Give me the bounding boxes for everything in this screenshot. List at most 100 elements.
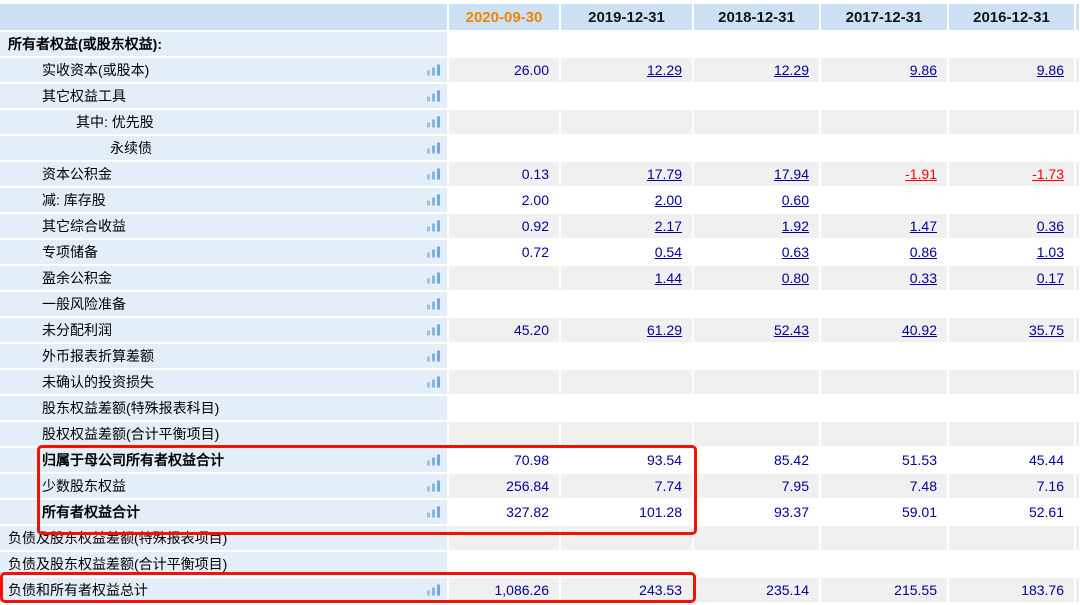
row-label: 负债及股东权益差额(特殊报表项目) xyxy=(8,530,228,546)
bar-chart-icon[interactable] xyxy=(426,298,441,311)
table-row: 专项储备 0.72 0.54 0.63 0.86 1.03 xyxy=(0,239,1080,266)
value-cell: 35.75 xyxy=(948,317,1076,344)
value-cell: 17.94 xyxy=(693,161,821,188)
table-row: 盈余公积金 1.44 0.80 0.33 0.17 xyxy=(0,265,1080,292)
value-text: 327.82 xyxy=(506,504,549,520)
value-link[interactable]: 0.33 xyxy=(909,270,937,286)
value-link[interactable]: 1.92 xyxy=(781,218,809,234)
value-link[interactable]: -1.91 xyxy=(905,166,937,182)
value-cell: 7.95 xyxy=(693,473,821,500)
value-link[interactable]: 1.44 xyxy=(654,270,682,286)
value-text: 183.76 xyxy=(1021,582,1064,598)
bar-chart-icon[interactable] xyxy=(426,324,441,337)
value-link[interactable]: 0.54 xyxy=(654,244,682,260)
bar-chart-icon[interactable] xyxy=(426,480,441,493)
value-link[interactable]: 0.36 xyxy=(1036,218,1064,234)
bar-chart-icon[interactable] xyxy=(426,168,441,181)
value-cell: 61.29 xyxy=(560,317,694,344)
bar-chart-icon[interactable] xyxy=(426,350,441,363)
value-text: 1,086.26 xyxy=(494,582,550,598)
value-cell: 0.92 xyxy=(448,213,561,240)
value-cell: 0.72 xyxy=(448,239,561,266)
value-link[interactable]: 1.47 xyxy=(909,218,937,234)
value-cell xyxy=(560,135,694,162)
value-cell: 1.92 xyxy=(693,213,821,240)
table-row: 实收资本(或股本) 26.00 12.29 12.29 9.86 9.86 xyxy=(0,57,1080,84)
value-cell: 7.74 xyxy=(560,473,694,500)
value-link[interactable]: 0.86 xyxy=(909,244,937,260)
bar-chart-icon[interactable] xyxy=(426,246,441,259)
table-row: 一般风险准备 xyxy=(0,291,1080,318)
bar-chart-icon[interactable] xyxy=(426,454,441,467)
value-link[interactable]: 9.86 xyxy=(909,62,937,78)
column-header-date-current: 2020-09-30 xyxy=(448,4,561,32)
value-link[interactable]: 9.86 xyxy=(1036,62,1064,78)
value-link[interactable]: 40.92 xyxy=(901,322,937,338)
value-cell: 26.00 xyxy=(448,57,561,84)
value-link[interactable]: 61.29 xyxy=(646,322,682,338)
value-link[interactable]: 52.43 xyxy=(773,322,809,338)
value-link[interactable]: 0.80 xyxy=(781,270,809,286)
value-link[interactable]: 12.29 xyxy=(773,62,809,78)
value-link[interactable]: -1.73 xyxy=(1032,166,1064,182)
partial-column-cell xyxy=(1075,395,1080,422)
value-cell xyxy=(693,343,821,370)
partial-column-cell xyxy=(1075,499,1080,526)
partial-column-cell xyxy=(1075,109,1080,136)
bar-chart-icon[interactable] xyxy=(426,506,441,519)
value-cell: 1,086.26 xyxy=(448,577,561,604)
value-cell: 2.17 xyxy=(560,213,694,240)
bar-chart-icon[interactable] xyxy=(426,584,441,597)
value-text: 85.42 xyxy=(773,452,809,468)
value-link[interactable]: 2.17 xyxy=(654,218,682,234)
value-link[interactable]: 1.03 xyxy=(1036,244,1064,260)
value-cell: -1.73 xyxy=(948,161,1076,188)
value-link[interactable]: 2.00 xyxy=(654,192,682,208)
value-cell xyxy=(448,421,561,448)
partial-column-cell xyxy=(1075,577,1080,604)
value-cell: 183.76 xyxy=(948,577,1076,604)
value-link[interactable]: 0.60 xyxy=(781,192,809,208)
partial-column-cell xyxy=(1075,369,1080,396)
value-cell xyxy=(948,369,1076,396)
row-label-cell: 负债和所有者权益总计 xyxy=(0,577,449,604)
value-cell xyxy=(948,343,1076,370)
table-row: 归属于母公司所有者权益合计 70.98 93.54 85.42 51.53 45.44 xyxy=(0,447,1080,474)
bar-chart-icon[interactable] xyxy=(426,142,441,155)
value-link[interactable]: 12.29 xyxy=(646,62,682,78)
value-cell: 45.20 xyxy=(448,317,561,344)
value-link[interactable]: 17.94 xyxy=(773,166,809,182)
value-text: 26.00 xyxy=(513,62,549,78)
value-cell xyxy=(693,421,821,448)
value-text: 0.92 xyxy=(521,218,549,234)
row-label-cell: 所有者权益合计 xyxy=(0,499,449,526)
value-link[interactable]: 35.75 xyxy=(1028,322,1064,338)
bar-chart-icon[interactable] xyxy=(426,90,441,103)
value-cell: 0.36 xyxy=(948,213,1076,240)
partial-column-cell xyxy=(1075,317,1080,344)
bar-chart-icon[interactable] xyxy=(426,64,441,77)
value-cell: 59.01 xyxy=(820,499,949,526)
value-cell xyxy=(560,109,694,136)
row-label: 盈余公积金 xyxy=(42,270,112,286)
value-link[interactable]: 0.17 xyxy=(1036,270,1064,286)
value-cell: 0.60 xyxy=(693,187,821,214)
value-cell xyxy=(448,291,561,318)
row-label-cell: 股权权益差额(合计平衡项目) xyxy=(0,421,449,448)
row-label-cell: 盈余公积金 xyxy=(0,265,449,292)
table-row: 其中: 优先股 xyxy=(0,109,1080,136)
table-row: 其它权益工具 xyxy=(0,83,1080,110)
bar-chart-icon[interactable] xyxy=(426,220,441,233)
value-cell xyxy=(448,109,561,136)
bar-chart-icon[interactable] xyxy=(426,116,441,129)
bar-chart-icon[interactable] xyxy=(426,272,441,285)
value-link[interactable]: 0.63 xyxy=(781,244,809,260)
bar-chart-icon[interactable] xyxy=(426,194,441,207)
value-cell: 85.42 xyxy=(693,447,821,474)
value-cell xyxy=(560,291,694,318)
value-cell xyxy=(820,109,949,136)
value-cell xyxy=(693,135,821,162)
bar-chart-icon[interactable] xyxy=(426,376,441,389)
table-row: 减: 库存股 2.00 2.00 0.60 xyxy=(0,187,1080,214)
value-link[interactable]: 17.79 xyxy=(646,166,682,182)
